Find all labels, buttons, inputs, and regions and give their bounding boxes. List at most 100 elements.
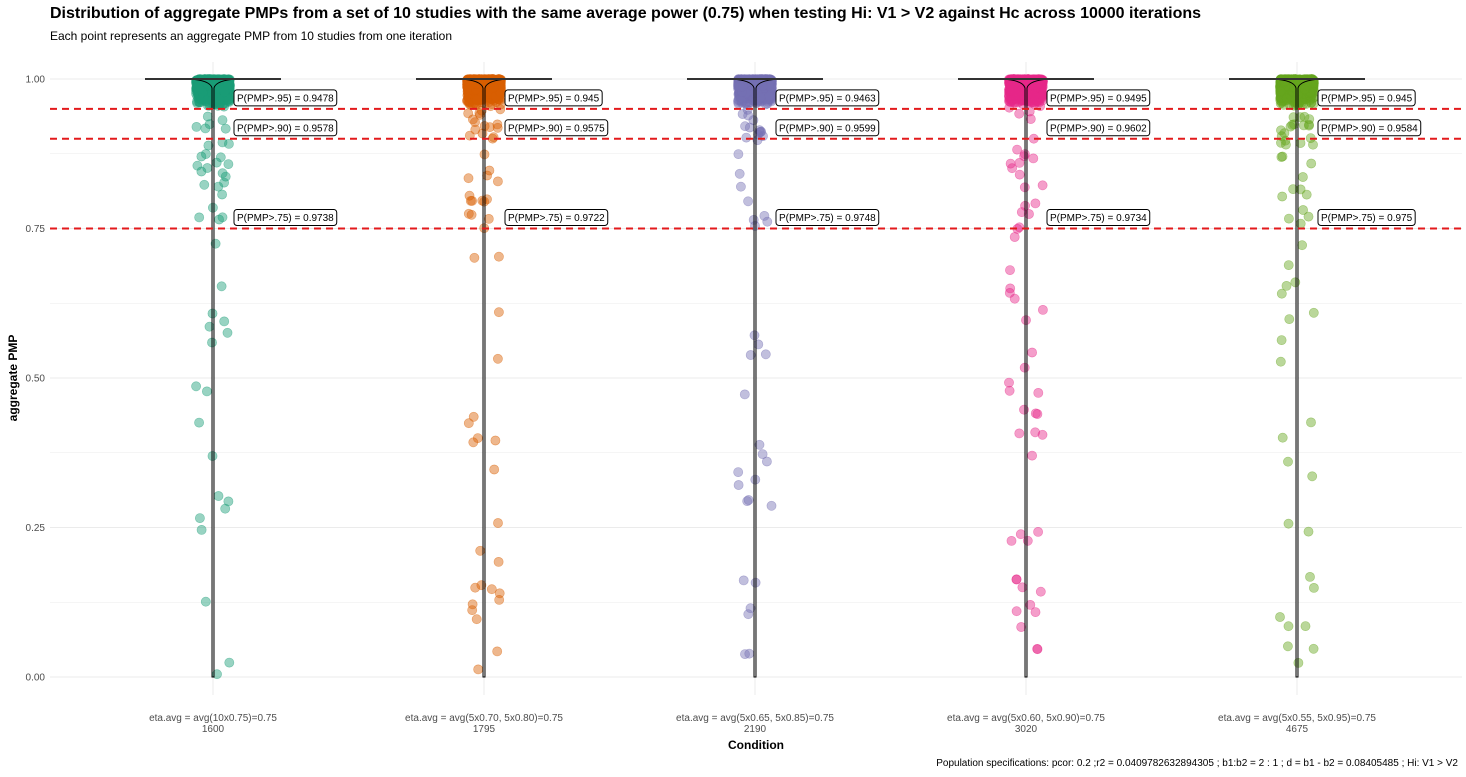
data-point <box>224 657 235 668</box>
data-point <box>742 496 753 506</box>
data-point <box>1004 385 1015 396</box>
annotation-text: P(PMP>.75) = 0.9722 <box>508 213 605 224</box>
data-point <box>1295 112 1306 122</box>
y-axis: 0.000.250.500.751.00 <box>26 75 46 684</box>
annotation-text: P(PMP>.95) = 0.945 <box>508 93 600 104</box>
data-point <box>473 664 484 675</box>
data-point <box>463 173 474 184</box>
annotation-text: P(PMP>.90) = 0.9578 <box>237 123 334 134</box>
data-point <box>216 281 227 292</box>
data-point <box>1304 120 1314 131</box>
data-point <box>200 123 211 134</box>
data-point <box>1279 128 1290 139</box>
data-point <box>760 349 771 360</box>
data-point <box>1309 583 1319 593</box>
data-point <box>1308 307 1319 318</box>
data-point <box>470 582 481 593</box>
data-point <box>1290 277 1301 288</box>
data-point <box>492 176 503 187</box>
data-point <box>196 151 207 162</box>
data-point <box>223 159 234 169</box>
annotation-label: P(PMP>.95) = 0.9478 <box>233 89 338 107</box>
data-point <box>492 646 503 657</box>
data-point <box>462 76 472 86</box>
data-point <box>748 115 759 126</box>
annotations-layer: P(PMP>.95) = 0.9478 P(PMP>.90) = 0.9578 P(… <box>233 89 1422 226</box>
annotation-label: P(PMP>.90) = 0.9584 <box>1317 119 1422 137</box>
data-point <box>199 179 210 190</box>
data-point <box>494 588 505 599</box>
data-point <box>489 464 500 475</box>
annotation-text: P(PMP>.90) = 0.9575 <box>508 123 605 134</box>
data-point <box>1301 189 1312 200</box>
data-point <box>467 114 478 125</box>
data-point <box>1281 93 1292 104</box>
data-point <box>1016 622 1027 632</box>
data-point <box>1300 621 1311 631</box>
data-point <box>204 321 215 332</box>
data-point <box>759 210 770 221</box>
data-point <box>1035 586 1046 597</box>
data-point <box>1276 335 1287 345</box>
data-point <box>1014 428 1025 439</box>
data-point <box>1277 432 1288 443</box>
data-point <box>194 417 204 428</box>
data-point <box>736 181 746 192</box>
chart-title: Distribution of aggregate PMPs from a se… <box>50 5 1202 22</box>
data-point <box>219 177 229 188</box>
data-point <box>207 202 218 213</box>
annotation-label: P(PMP>.95) = 0.9463 <box>775 89 880 107</box>
annotation-text: P(PMP>.75) = 0.9734 <box>1050 213 1147 224</box>
annotation-text: P(PMP>.75) = 0.9738 <box>237 213 334 224</box>
data-point <box>738 575 749 586</box>
y-tick-label: 0.00 <box>26 673 46 684</box>
data-point <box>191 122 202 132</box>
data-point <box>1303 526 1314 537</box>
data-point <box>463 208 474 219</box>
data-point <box>1014 157 1025 168</box>
data-point <box>194 513 205 523</box>
data-point <box>1307 471 1318 482</box>
data-point <box>1032 644 1043 655</box>
data-point <box>1275 356 1286 367</box>
data-point <box>194 212 205 223</box>
x-axis: eta.avg = avg(10x0.75)=0.75 1600 eta.avg =… <box>149 713 1376 735</box>
data-point <box>219 316 230 327</box>
data-point <box>1275 612 1285 622</box>
annotation-label: P(PMP>.90) = 0.9578 <box>233 119 338 137</box>
annotation-text: P(PMP>.90) = 0.9584 <box>1321 123 1418 134</box>
data-point <box>757 449 768 459</box>
data-point <box>1030 427 1041 438</box>
data-point <box>733 467 744 477</box>
data-point <box>211 157 222 168</box>
data-point <box>217 137 228 148</box>
data-point <box>1005 265 1015 275</box>
data-point <box>1303 211 1314 222</box>
data-point <box>204 119 215 130</box>
data-point <box>1283 456 1293 467</box>
data-point <box>192 160 203 171</box>
data-point <box>210 238 221 249</box>
data-point <box>493 251 504 262</box>
data-point <box>222 80 233 91</box>
x-tick-label: eta.avg = avg(10x0.75)=0.75 1600 <box>149 713 277 735</box>
annotation-text: P(PMP>.90) = 0.9602 <box>1050 123 1147 134</box>
data-point <box>1299 84 1310 95</box>
data-point <box>764 91 774 102</box>
data-point <box>755 92 766 103</box>
data-point <box>734 168 745 179</box>
data-point <box>467 599 478 610</box>
y-tick-label: 1.00 <box>26 75 46 86</box>
data-point <box>1276 152 1287 162</box>
data-point <box>479 196 490 207</box>
data-point <box>223 138 234 149</box>
data-point <box>462 96 472 107</box>
x-tick-label: eta.avg = avg(5x0.70, 5x0.80)=0.75 1795 <box>405 713 563 735</box>
data-point <box>196 525 207 535</box>
data-point <box>1014 108 1025 119</box>
x-tick-label: eta.avg = avg(5x0.65, 5x0.85)=0.75 2190 <box>676 713 834 735</box>
data-point <box>490 435 501 446</box>
data-point <box>1277 191 1288 202</box>
y-axis-title: aggregate PMP <box>6 335 20 422</box>
